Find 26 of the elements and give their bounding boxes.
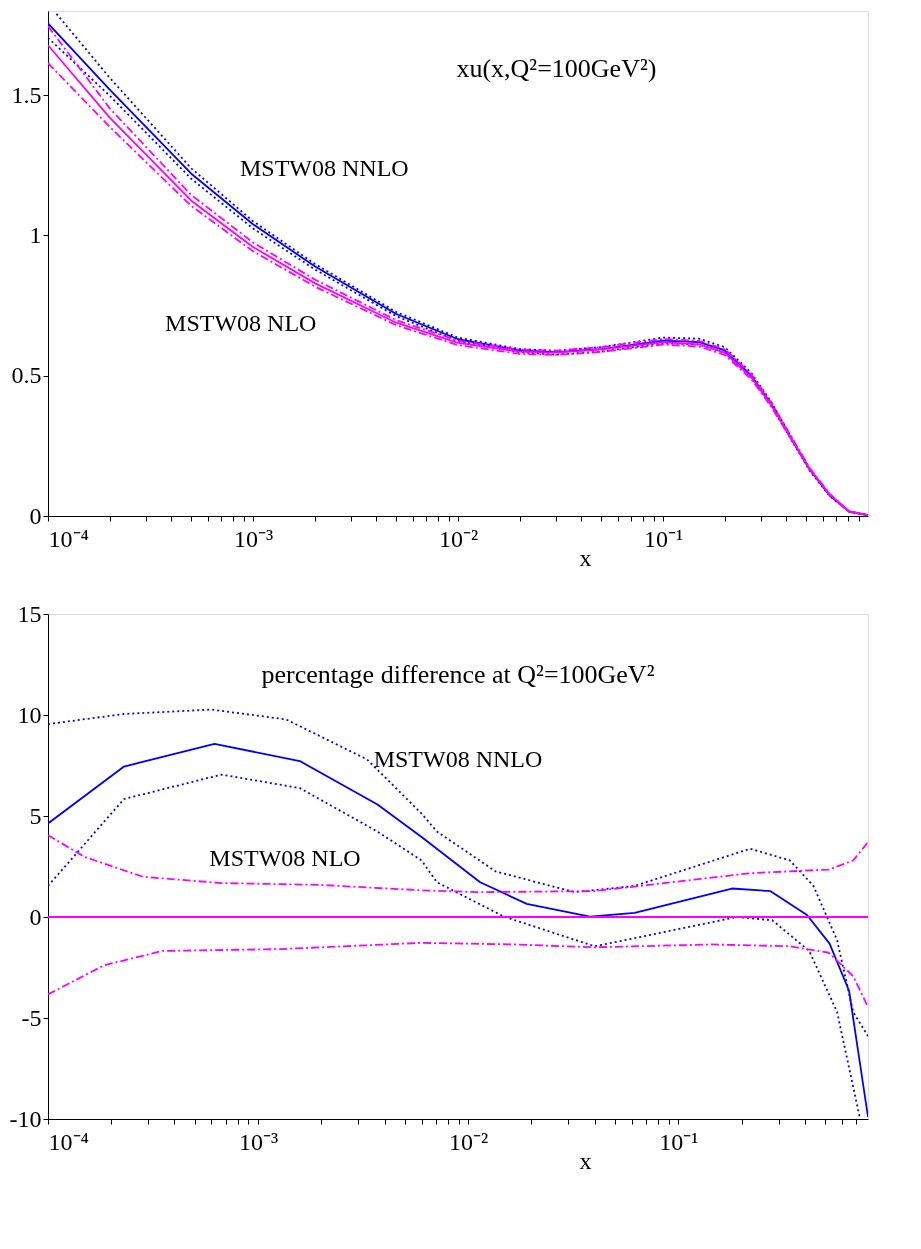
text: percentage difference at Q²=100GeV² — [261, 659, 655, 689]
y-tick-label: 10 — [17, 701, 42, 728]
y-tick-label: -10 — [9, 1105, 42, 1132]
x-axis-title: x — [579, 544, 592, 571]
series-label: MSTW08 NLO — [165, 309, 317, 336]
series-label: MSTW08 NLO — [209, 844, 361, 871]
series-label: MSTW08 NNLO — [240, 155, 409, 182]
y-tick-label: 15 — [17, 600, 42, 627]
y-tick-label: 0 — [29, 903, 42, 930]
y-tick-label: 0.5 — [11, 362, 42, 389]
x-tick-label: 10⁻² — [438, 525, 479, 552]
y-tick-label: 1 — [29, 221, 42, 248]
y-tick-label: -5 — [21, 1004, 42, 1031]
x-tick-label: 10⁻⁴ — [48, 1128, 89, 1155]
y-tick-label: 5 — [29, 802, 42, 829]
y-tick-label: 1.5 — [11, 81, 42, 108]
x-tick-label: 10⁻² — [449, 1128, 489, 1155]
text: xu(x,Q²=100GeV²) — [456, 54, 657, 84]
x-tick-label: 10⁻¹ — [659, 1128, 699, 1155]
x-tick-label: 10⁻¹ — [643, 525, 684, 552]
series-label: MSTW08 NNLO — [373, 746, 543, 773]
x-tick-label: 10⁻³ — [233, 525, 274, 552]
y-tick-label: 0 — [29, 502, 42, 529]
x-axis-title: x — [579, 1147, 592, 1174]
x-tick-label: 10⁻⁴ — [48, 525, 89, 552]
x-tick-label: 10⁻³ — [238, 1128, 279, 1155]
